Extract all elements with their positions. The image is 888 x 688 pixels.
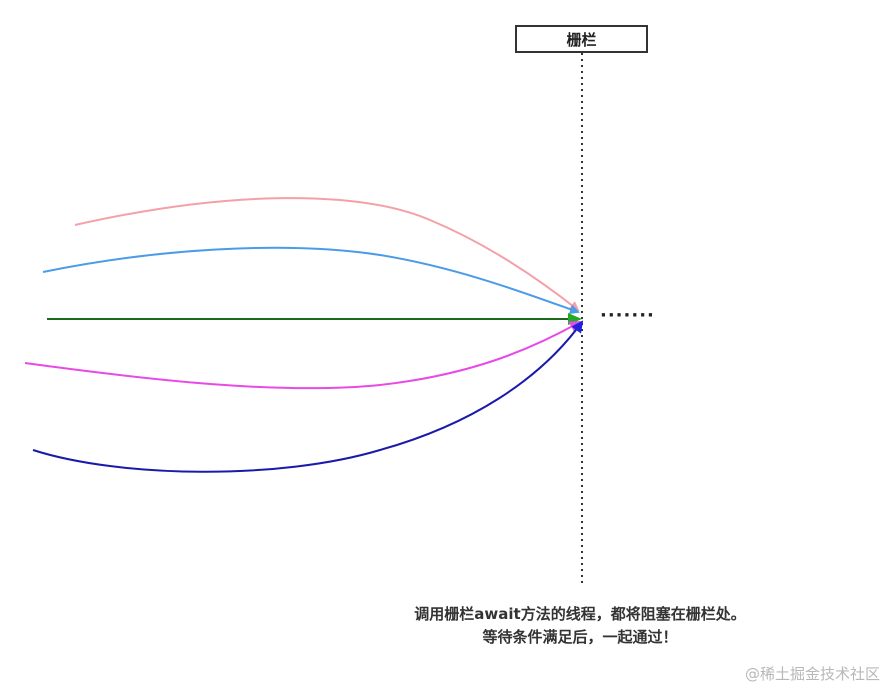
caption: 调用栅栏await方法的线程，都将阻塞在栅栏处。 等待条件满足后，一起通过！ bbox=[330, 603, 830, 649]
thread-arrow-navy bbox=[32, 320, 584, 473]
caption-line-2: 等待条件满足后，一起通过！ bbox=[482, 628, 678, 646]
thread-arrow-blue bbox=[42, 246, 580, 315]
thread-arrow-pink bbox=[74, 197, 580, 312]
thread-arrow-magenta bbox=[24, 321, 582, 390]
continuation-dots: ······· bbox=[600, 305, 655, 326]
barrier-label: 栅栏 bbox=[515, 25, 648, 53]
watermark: @稀土掘金技术社区 bbox=[744, 665, 880, 683]
caption-line-1: 调用栅栏await方法的线程，都将阻塞在栅栏处。 bbox=[414, 605, 746, 623]
